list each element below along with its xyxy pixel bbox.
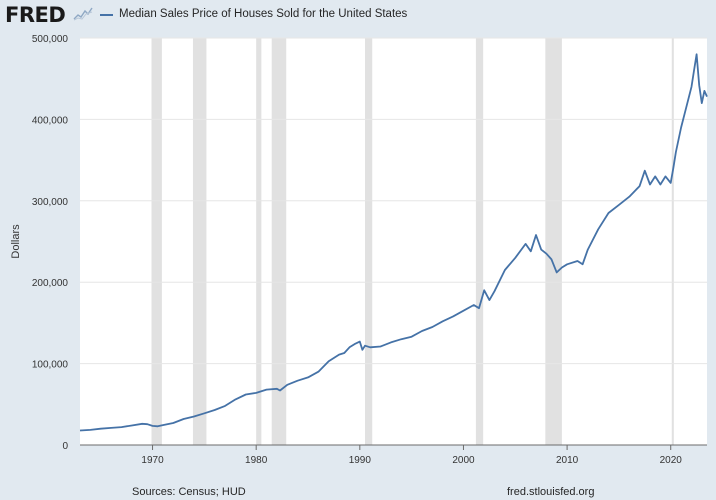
footer-sources: Sources: Census; HUD — [132, 486, 246, 498]
recession-band — [365, 38, 373, 445]
series-line — [79, 53, 708, 432]
line-chart: 0 100,000 200,000 300,000 400,000 500,000 1970… — [10, 34, 708, 466]
x-tick-label: 2000 — [452, 455, 475, 466]
recession-band — [475, 38, 484, 445]
recession-band — [671, 38, 674, 445]
y-tick-label: 500,000 — [32, 34, 69, 45]
y-tick-label: 0 — [62, 441, 68, 452]
x-tick-label: 2010 — [556, 455, 579, 466]
recession-band — [271, 38, 287, 445]
y-axis-label: Dollars — [10, 224, 22, 259]
fred-logo: FRED — [5, 3, 66, 27]
y-tick-label: 400,000 — [32, 115, 69, 126]
y-tick-label: 300,000 — [32, 197, 69, 208]
recession-band — [545, 38, 562, 445]
y-tick-label: 100,000 — [32, 360, 69, 371]
plot-area — [80, 38, 707, 445]
recession-band — [256, 38, 262, 445]
recession-band — [192, 38, 207, 445]
x-tick-label: 1990 — [349, 455, 372, 466]
footer-site-link[interactable]: fred.stlouisfed.org — [507, 486, 595, 498]
x-tick-label: 2020 — [660, 455, 683, 466]
x-tick-label: 1980 — [245, 455, 268, 466]
fred-logo-chart-icon — [73, 7, 93, 21]
legend-series-label[interactable]: Median Sales Price of Houses Sold for th… — [119, 8, 408, 20]
chart-header: FRED Median Sales Price of Houses Sold f… — [0, 0, 716, 30]
recession-band — [151, 38, 162, 445]
y-tick-label: 200,000 — [32, 278, 69, 289]
x-tick-label: 1970 — [141, 455, 164, 466]
legend-series-swatch — [100, 14, 113, 16]
